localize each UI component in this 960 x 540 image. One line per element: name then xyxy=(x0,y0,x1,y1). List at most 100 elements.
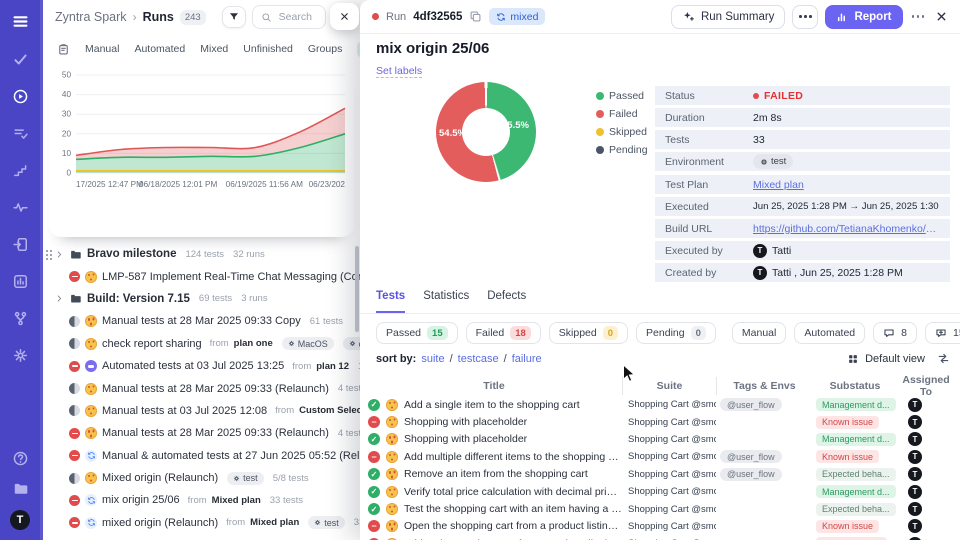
test-row[interactable]: Add a single item to the shopping cart S… xyxy=(366,396,954,413)
from-plan[interactable]: Mixed plan xyxy=(211,494,261,506)
test-row[interactable]: Verify total price calculation with deci… xyxy=(366,483,954,500)
breadcrumb-section[interactable]: Runs xyxy=(142,10,174,24)
assignee-avatar[interactable]: T xyxy=(908,415,922,430)
filter-button[interactable] xyxy=(221,6,246,28)
suite-cell[interactable]: Shopping Cart @smoke ... xyxy=(628,486,716,498)
run-row[interactable]: Manual tests at 03 Jul 2025 12:08 from Cus… xyxy=(43,400,360,422)
substatus-chip[interactable]: Management d... xyxy=(816,398,896,412)
panel-close-button[interactable] xyxy=(330,3,359,30)
sidebar-projects-icon[interactable] xyxy=(12,480,29,497)
run-row[interactable]: LMP-587 Implement Real-Time Chat Messagi… xyxy=(43,265,360,287)
suite-cell[interactable]: Shopping Cart @smoke ... xyxy=(628,433,716,445)
test-row[interactable]: Add an item to the cart after removing a… xyxy=(366,535,954,540)
sidebar-settings-icon[interactable] xyxy=(12,347,29,364)
suite-cell[interactable]: Shopping Cart @smoke ... xyxy=(628,520,716,532)
sidebar-branches-icon[interactable] xyxy=(12,310,29,327)
run-row[interactable]: Manual tests at 28 Mar 2025 09:33 (Relau… xyxy=(43,422,360,444)
suite-cell[interactable]: Shopping Cart @smoke ... xyxy=(628,416,716,428)
set-labels-link[interactable]: Set labels xyxy=(376,65,423,78)
sidebar-analytics-icon[interactable] xyxy=(12,273,29,290)
sidebar-help-icon[interactable] xyxy=(12,450,29,467)
substatus-chip[interactable]: Management d... xyxy=(816,485,896,499)
environment-chip[interactable]: test xyxy=(753,154,794,169)
from-plan[interactable]: Custom Selection xyxy=(299,405,360,417)
test-row[interactable]: Shopping with placeholder Shopping Cart … xyxy=(366,413,954,430)
sidebar-pulse-icon[interactable] xyxy=(12,199,29,216)
filter-chip-passed[interactable]: Passed 15 xyxy=(376,322,458,344)
sort-by-failure[interactable]: failure xyxy=(511,352,542,365)
sort-by-testcase[interactable]: testcase xyxy=(457,352,499,365)
report-button[interactable]: Report xyxy=(825,4,903,29)
assignee-avatar[interactable]: T xyxy=(908,467,922,482)
suite-cell[interactable]: Shopping Cart @smoke ... xyxy=(628,451,716,463)
column-header-substatus[interactable]: Substatus xyxy=(829,380,881,392)
sidebar-runs-icon[interactable] xyxy=(12,88,29,105)
run-row[interactable]: mixed origin (Relaunch) from Mixed plan tes… xyxy=(43,512,360,534)
test-row[interactable]: Shopping with placeholder Shopping Cart … xyxy=(366,431,954,448)
runs-tab-unfinished[interactable]: Unfinished xyxy=(243,43,293,55)
filter-chip-skipped[interactable]: Skipped 0 xyxy=(548,322,629,344)
tab-statistics[interactable]: Statistics xyxy=(423,290,470,302)
suite-cell[interactable]: Shopping Cart @smoke ... xyxy=(628,503,716,515)
run-group-row[interactable]: Build: Version 7.15 69 tests 3 runs xyxy=(43,288,360,310)
suite-cell[interactable]: Shopping Cart @smoke ... xyxy=(628,399,716,411)
substatus-chip[interactable]: Known issue xyxy=(816,519,880,533)
substatus-chip[interactable]: Known issue xyxy=(816,450,880,464)
default-view-button[interactable]: Default view xyxy=(847,353,925,365)
tag-chip[interactable]: @user_flow xyxy=(720,398,782,412)
substatus-chip[interactable]: Expected beha... xyxy=(816,502,896,516)
sidebar-menu-icon[interactable] xyxy=(11,12,30,31)
sidebar-steps-icon[interactable] xyxy=(12,162,29,179)
assignee-avatar[interactable]: T xyxy=(908,519,922,534)
tag-chip[interactable]: @user_flow xyxy=(720,467,782,481)
filter-chip-manual[interactable]: Manual xyxy=(731,322,787,344)
from-plan[interactable]: plan 12 xyxy=(316,360,349,372)
runs-tab-mixed[interactable]: Mixed xyxy=(200,43,229,55)
run-row[interactable]: Manual & automated tests at 27 Jun 2025 … xyxy=(43,445,360,467)
info-link[interactable]: https://github.com/TetianaKhomenko/Load-… xyxy=(753,222,940,235)
overflow-menu-button[interactable] xyxy=(910,5,927,29)
sidebar-results-icon[interactable] xyxy=(12,125,29,142)
tab-defects[interactable]: Defects xyxy=(487,290,527,302)
user-avatar[interactable]: T xyxy=(10,510,30,530)
run-row[interactable]: Mixed origin (Relaunch) test 5/8 tests xyxy=(43,467,360,489)
assignee-avatar[interactable]: T xyxy=(908,449,922,464)
substatus-chip[interactable]: Expected error xyxy=(816,537,888,540)
sidebar-tests-icon[interactable] xyxy=(12,51,29,68)
substatus-chip[interactable]: Known issue xyxy=(816,415,880,429)
comment-filter-chip[interactable]: 8 xyxy=(873,322,917,344)
suite-cell[interactable]: Shopping Cart @smoke ... xyxy=(622,538,716,540)
more-actions-button[interactable] xyxy=(792,4,819,29)
tag-chip[interactable]: @user_flow xyxy=(720,450,782,464)
column-header-tags-envs[interactable]: Tags & Envs xyxy=(716,377,812,395)
run-row[interactable]: mix origin 25/06 from Mixed plan 33 tests xyxy=(43,489,360,511)
drag-handle-icon[interactable] xyxy=(45,249,53,260)
tab-tests[interactable]: Tests xyxy=(376,290,406,313)
assignee-avatar[interactable]: T xyxy=(908,397,922,412)
assignee-avatar[interactable]: T xyxy=(908,484,922,499)
comment-filter-chip[interactable]: 15 xyxy=(924,322,960,344)
runs-search-input[interactable] xyxy=(276,10,317,24)
test-row[interactable]: Remove an item from the shopping cart Sh… xyxy=(366,466,954,483)
assignee-avatar[interactable]: T xyxy=(908,432,922,447)
close-drawer-icon[interactable] xyxy=(935,10,948,23)
test-row[interactable]: Add multiple different items to the shop… xyxy=(366,448,954,465)
run-group-row[interactable]: Bravo milestone 124 tests 32 runs xyxy=(43,243,360,265)
chevron-right-icon[interactable] xyxy=(55,250,64,259)
change-view-icon[interactable] xyxy=(937,352,950,365)
copy-icon[interactable] xyxy=(469,10,482,23)
from-plan[interactable]: Mixed plan xyxy=(250,517,300,529)
test-row[interactable]: Open the shopping cart from a product li… xyxy=(366,518,954,535)
substatus-chip[interactable]: Management d... xyxy=(816,432,896,446)
runs-tab-groups[interactable]: Groups xyxy=(307,43,343,55)
filter-chip-automated[interactable]: Automated xyxy=(794,322,866,344)
column-header-assigned-to[interactable]: Assigned To xyxy=(902,374,950,398)
chevron-right-icon[interactable] xyxy=(55,294,64,303)
run-row[interactable]: Automated tests at 03 Jul 2025 13:25 from… xyxy=(43,355,360,377)
runs-tab-board-icon[interactable] xyxy=(57,43,70,56)
filter-chip-failed[interactable]: Failed 18 xyxy=(465,322,541,344)
runs-scrollbar-thumb[interactable] xyxy=(355,246,359,332)
runs-tab-manual[interactable]: Manual xyxy=(85,43,120,55)
substatus-chip[interactable]: Expected beha... xyxy=(816,467,896,481)
column-header-title[interactable]: Title xyxy=(483,380,505,392)
